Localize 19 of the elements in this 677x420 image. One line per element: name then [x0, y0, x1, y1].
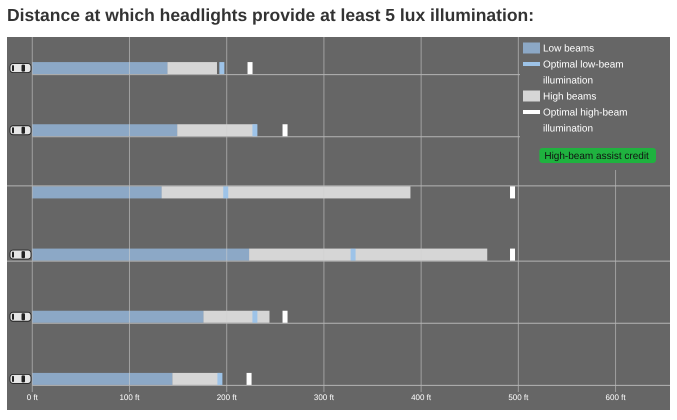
legend-label: Low beams [543, 44, 594, 54]
x-tick-label: 600 ft [606, 392, 626, 402]
legend-label: Optimal low-beam illumination [543, 60, 624, 86]
x-tick-label: 100 ft [119, 392, 140, 402]
x-tick-label: 500 ft [508, 392, 530, 402]
bar [172, 372, 220, 385]
bar [249, 248, 488, 261]
chart-title: Distance at which headlights provide at least 5 lux illumination: [7, 5, 534, 25]
x-tick-label: 300 ft [314, 392, 335, 402]
x-tick-label: 200 ft [216, 392, 238, 402]
legend-label: High beams [543, 92, 596, 102]
bar [162, 186, 410, 198]
bar [32, 186, 162, 198]
bar [167, 62, 217, 74]
legend-label: Optimal high-beam illumination [543, 108, 628, 134]
annotation: High-beam assist credit [544, 151, 650, 162]
x-tick-label: 400 ft [411, 392, 432, 402]
x-tick-label: 0 ft [26, 392, 39, 402]
bar [203, 310, 270, 323]
